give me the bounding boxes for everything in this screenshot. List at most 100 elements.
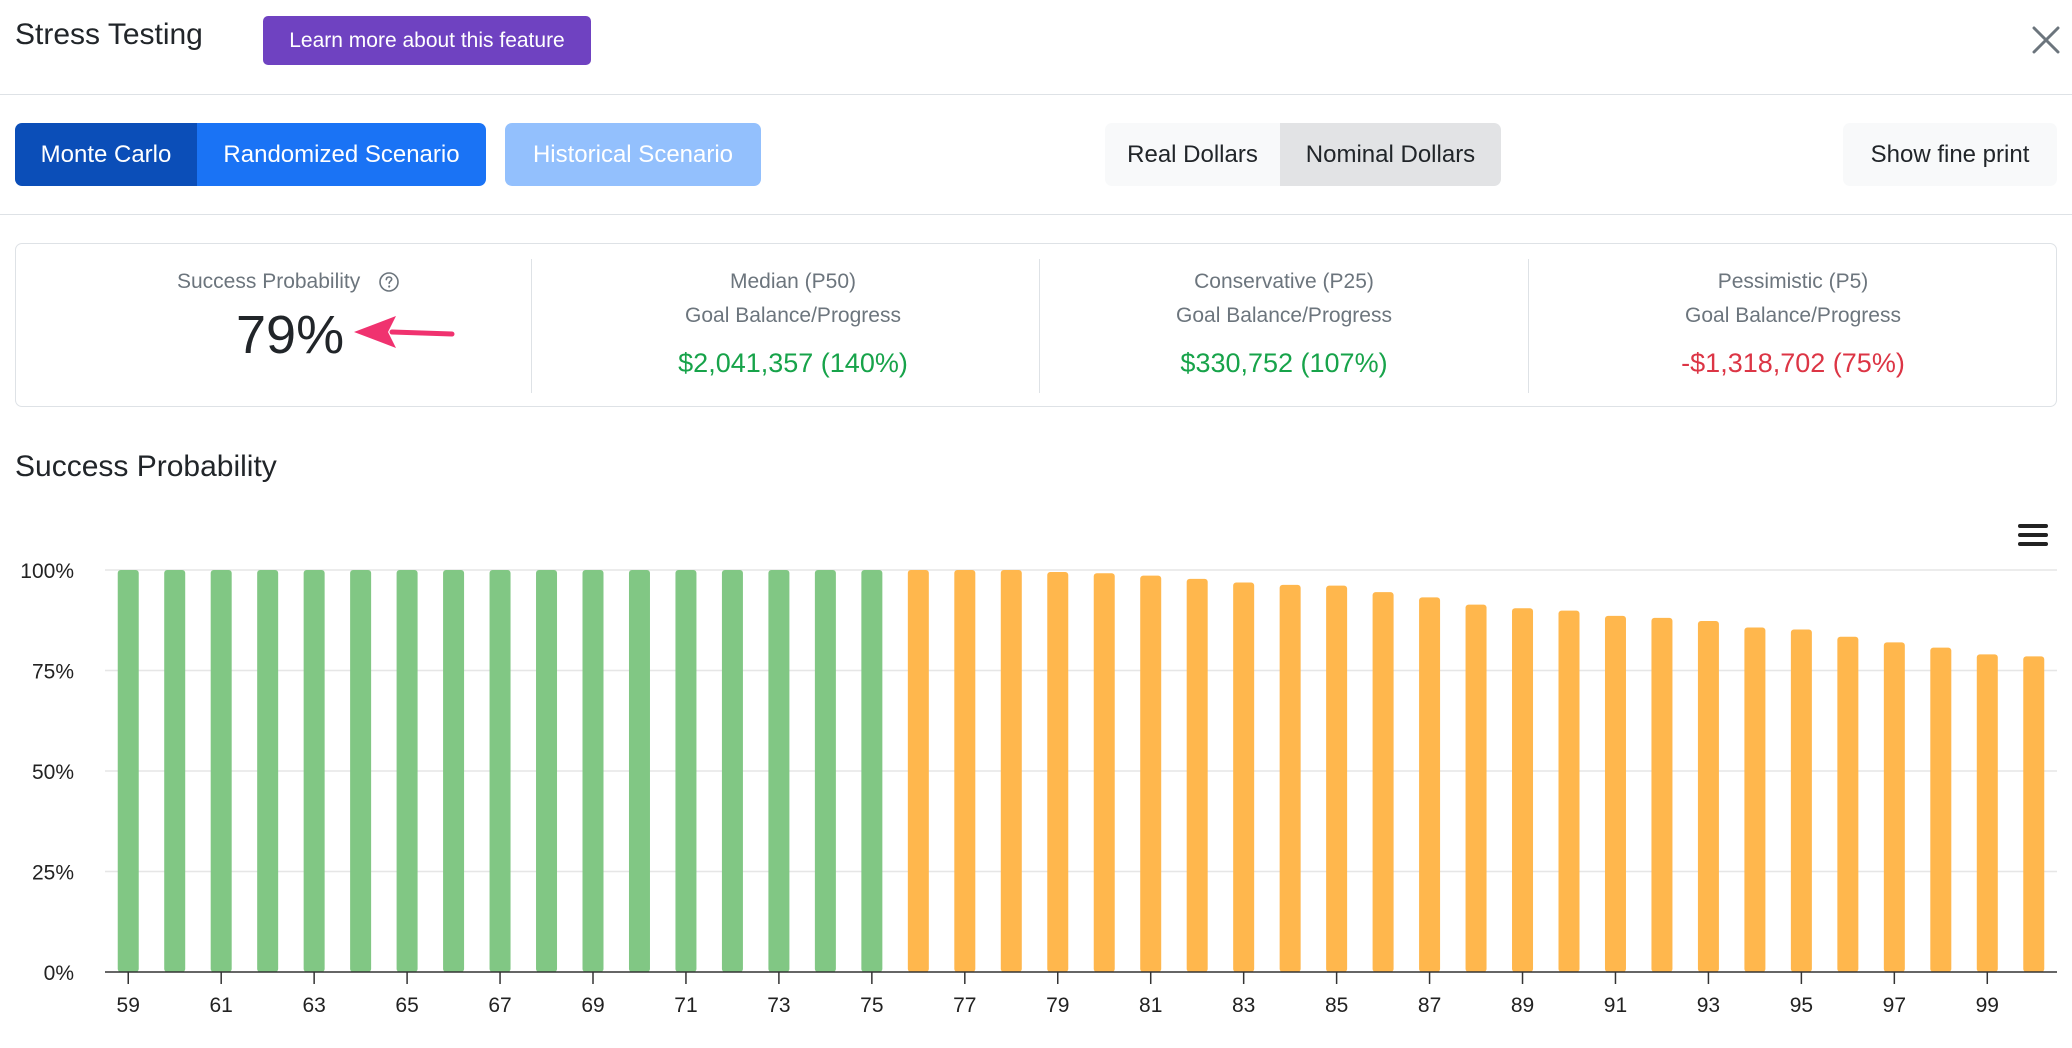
- randomized-scenario-button[interactable]: Randomized Scenario: [197, 123, 486, 186]
- bar-age-67: [489, 570, 511, 972]
- learn-more-button[interactable]: Learn more about this feature: [263, 16, 591, 65]
- bar-age-79: [1047, 572, 1069, 972]
- x-tick-label: 89: [1511, 994, 1534, 1017]
- bar-age-85: [1326, 585, 1348, 972]
- bar-age-86: [1372, 592, 1394, 972]
- conservative-title: Conservative (P25): [1194, 270, 1374, 293]
- bar-age-78: [1000, 570, 1022, 972]
- scenario-toolbar: Monte Carlo Randomized Scenario Historic…: [0, 95, 2072, 215]
- stats-panel: Success Probability 79% Median (P50) Goa…: [15, 243, 2057, 407]
- close-icon[interactable]: [2026, 20, 2066, 60]
- pessimistic-title: Pessimistic (P5): [1717, 270, 1869, 293]
- bar-age-71: [675, 570, 697, 972]
- bar-age-83: [1233, 582, 1255, 972]
- bar-age-87: [1419, 597, 1441, 972]
- bar-age-97: [1883, 642, 1905, 972]
- stat-divider: [1039, 259, 1040, 393]
- conservative-subtitle: Goal Balance/Progress: [1176, 304, 1392, 327]
- bar-age-88: [1465, 604, 1487, 972]
- chart-title: Success Probability: [15, 450, 277, 483]
- bar-age-96: [1837, 636, 1859, 972]
- bar-age-65: [396, 570, 418, 972]
- pessimistic-stat: Pessimistic (P5) Goal Balance/Progress -…: [1529, 244, 2057, 406]
- bar-age-99: [1976, 654, 1998, 972]
- real-dollars-button[interactable]: Real Dollars: [1105, 123, 1280, 186]
- hamburger-menu-icon[interactable]: [2016, 522, 2050, 548]
- success-probability-stat: Success Probability 79%: [16, 244, 531, 406]
- y-tick-label: 75%: [32, 661, 74, 684]
- bar-age-94: [1744, 627, 1766, 972]
- x-tick-label: 79: [1046, 994, 1069, 1017]
- bar-age-63: [303, 570, 325, 972]
- bar-age-75: [861, 570, 883, 972]
- bar-age-69: [582, 570, 604, 972]
- bar-age-89: [1512, 608, 1534, 972]
- bar-age-60: [164, 570, 186, 972]
- bar-age-64: [350, 570, 372, 972]
- x-tick-label: 61: [210, 994, 233, 1017]
- median-subtitle: Goal Balance/Progress: [685, 304, 901, 327]
- bar-age-74: [814, 570, 836, 972]
- bar-age-59: [117, 570, 139, 972]
- modal-header: Stress Testing Learn more about this fea…: [0, 0, 2072, 95]
- x-tick-label: 91: [1604, 994, 1627, 1017]
- pessimistic-value: -$1,318,702 (75%): [1681, 348, 1905, 378]
- monte-carlo-button[interactable]: Monte Carlo: [15, 123, 197, 186]
- x-tick-label: 59: [117, 994, 140, 1017]
- success-probability-value: 79%: [236, 305, 345, 365]
- bar-age-72: [721, 570, 743, 972]
- y-tick-label: 25%: [32, 862, 74, 885]
- x-tick-label: 77: [953, 994, 976, 1017]
- bar-age-84: [1279, 584, 1301, 972]
- y-tick-label: 0%: [44, 962, 74, 985]
- question-circle-icon[interactable]: [378, 271, 400, 293]
- y-tick-label: 100%: [20, 560, 74, 583]
- stat-divider: [531, 259, 532, 393]
- median-value: $2,041,357 (140%): [678, 348, 908, 378]
- x-tick-label: 75: [860, 994, 883, 1017]
- x-tick-label: 85: [1325, 994, 1348, 1017]
- y-tick-label: 50%: [32, 761, 74, 784]
- bar-age-70: [628, 570, 650, 972]
- modal-title: Stress Testing: [15, 18, 203, 51]
- bar-age-93: [1697, 621, 1719, 972]
- bar-age-95: [1790, 629, 1812, 972]
- x-tick-label: 71: [674, 994, 697, 1017]
- median-title: Median (P50): [729, 270, 857, 293]
- bar-age-81: [1140, 575, 1162, 972]
- x-tick-label: 95: [1790, 994, 1813, 1017]
- x-tick-label: 97: [1883, 994, 1906, 1017]
- pessimistic-subtitle: Goal Balance/Progress: [1685, 304, 1901, 327]
- stat-divider: [1528, 259, 1529, 393]
- bar-age-91: [1604, 615, 1626, 972]
- bar-age-62: [257, 570, 279, 972]
- success-probability-label: Success Probability: [177, 270, 361, 293]
- x-tick-label: 63: [302, 994, 325, 1017]
- x-tick-label: 65: [395, 994, 418, 1017]
- x-tick-label: 69: [581, 994, 604, 1017]
- bar-age-98: [1930, 647, 1952, 972]
- conservative-stat: Conservative (P25) Goal Balance/Progress…: [1040, 244, 1528, 406]
- bar-age-82: [1186, 578, 1208, 972]
- show-fine-print-button[interactable]: Show fine print: [1843, 123, 2057, 186]
- success-probability-chart: 0% 25% 50% 75% 100% 59 61 63 65 67 69 71 73 75 77 79 81 8…: [20, 560, 2057, 1017]
- bar-age-66: [443, 570, 465, 972]
- x-tick-label: 93: [1697, 994, 1720, 1017]
- bar-age-100: [2023, 656, 2045, 972]
- bar-age-73: [768, 570, 790, 972]
- conservative-value: $330,752 (107%): [1180, 348, 1388, 378]
- bar-age-68: [536, 570, 558, 972]
- left-arrow-icon: [354, 316, 455, 348]
- x-tick-label: 83: [1232, 994, 1255, 1017]
- x-tick-label: 73: [767, 994, 790, 1017]
- x-tick-label: 67: [488, 994, 511, 1017]
- bar-age-77: [954, 570, 976, 972]
- bar-age-76: [907, 570, 929, 972]
- median-stat: Median (P50) Goal Balance/Progress $2,04…: [532, 244, 1054, 406]
- historical-scenario-button[interactable]: Historical Scenario: [505, 123, 761, 186]
- bar-age-80: [1093, 573, 1115, 972]
- nominal-dollars-button[interactable]: Nominal Dollars: [1280, 123, 1501, 186]
- bar-age-61: [210, 570, 232, 972]
- x-tick-label: 87: [1418, 994, 1441, 1017]
- x-tick-label: 99: [1976, 994, 1999, 1017]
